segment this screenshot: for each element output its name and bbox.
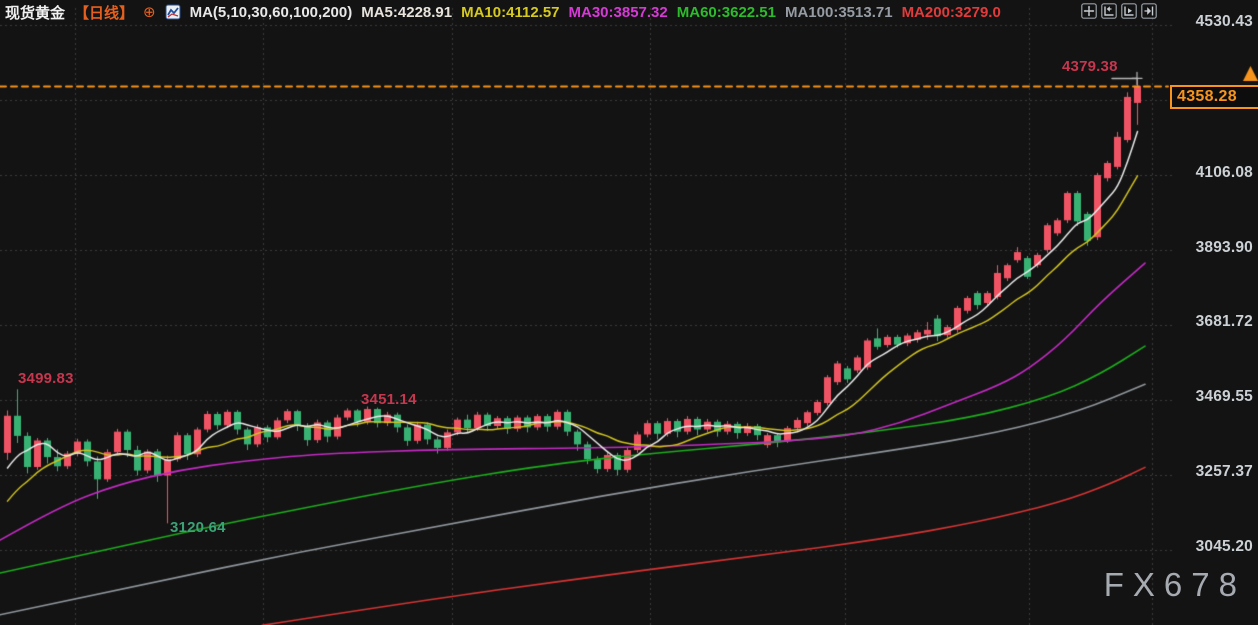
ma-group-label: MA(5,10,30,60,100,200): [189, 3, 353, 21]
move-crosshair-icon[interactable]: [1081, 3, 1097, 19]
y-axis-label: 3681.72: [1195, 313, 1253, 330]
y-axis-label: 3893.90: [1195, 239, 1253, 256]
ma30-legend: MA30:3857.32: [568, 3, 668, 21]
ma200-legend: MA200:3279.0: [901, 3, 1001, 21]
symbol-name: 现货黄金: [5, 4, 66, 22]
chart-header: 现货黄金 【日线】 ⊕ MA(5,10,30,60,100,200) MA5:4…: [5, 1, 1001, 23]
chart-toolbar: [1081, 3, 1157, 19]
y-axis-label: 3469.55: [1195, 388, 1253, 405]
y-axis-label: 4106.08: [1195, 164, 1253, 181]
axis-scale-play-icon[interactable]: [1121, 3, 1137, 19]
fx678-watermark: FX678: [1103, 566, 1246, 603]
annotation-left-high: 3499.83: [18, 370, 74, 387]
period-tag[interactable]: 【日线】: [74, 4, 135, 22]
ma60-legend: MA60:3622.51: [676, 3, 776, 21]
last-price-box: 4358.28: [1170, 85, 1258, 109]
chart-type-icon[interactable]: [165, 4, 181, 20]
ma100-legend: MA100:3513.71: [784, 3, 893, 21]
ma5-legend: MA5:4228.91: [361, 3, 453, 21]
annotation-mid-high: 3451.14: [361, 391, 417, 408]
add-indicator-icon[interactable]: ⊕: [143, 3, 156, 21]
exit-fullview-icon[interactable]: [1141, 3, 1157, 19]
annotation-session-high: 4379.38: [1062, 58, 1118, 75]
axis-scale-left-icon[interactable]: [1101, 3, 1117, 19]
annotation-low: 3120.64: [170, 519, 226, 536]
ma10-legend: MA10:4112.57: [461, 3, 560, 21]
y-axis-label: 3257.37: [1195, 463, 1253, 480]
y-axis-label: 3045.20: [1195, 538, 1253, 555]
y-axis-label: 4530.43: [1195, 13, 1253, 30]
